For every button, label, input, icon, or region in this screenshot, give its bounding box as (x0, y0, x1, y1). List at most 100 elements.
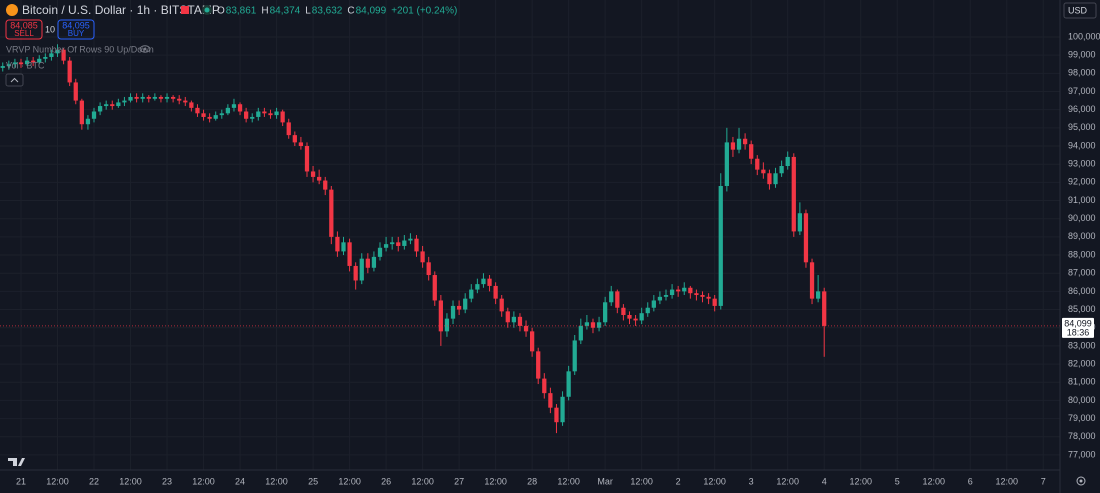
candle-body (548, 393, 553, 408)
candle-body (438, 300, 443, 332)
candle-body (335, 236, 340, 252)
candle-body (256, 111, 261, 117)
candle-body (280, 111, 285, 123)
candle-body (724, 142, 729, 186)
candle-body (505, 311, 510, 323)
y-tick-label: 92,000 (1068, 177, 1096, 187)
candle-body (730, 142, 736, 150)
candle-body (61, 49, 66, 61)
currency[interactable]: USD (1068, 5, 1088, 15)
indicator-volume[interactable]: Vol · BTC (6, 60, 45, 70)
candle-body (627, 315, 632, 319)
ohlc-value: 83,861 (226, 6, 257, 17)
candle-body (530, 331, 535, 352)
y-tick-label: 96,000 (1068, 104, 1096, 114)
settings-icon[interactable] (1076, 476, 1086, 486)
candle-body (444, 318, 450, 332)
candle-body (761, 169, 766, 174)
candle-body (815, 291, 821, 299)
candle-body (18, 62, 24, 65)
candle-body (542, 378, 547, 394)
candle-body (122, 100, 127, 103)
candle-body (663, 295, 669, 297)
y-tick-label: 86,000 (1068, 286, 1096, 296)
symbol-title[interactable]: Bitcoin / U.S. Dollar · 1h · BITSTAMP (22, 3, 220, 17)
candle-body (371, 256, 377, 268)
candle-body (536, 351, 541, 379)
candle-body (456, 305, 462, 310)
eye-icon[interactable] (139, 45, 151, 53)
x-tick-label: 27 (454, 476, 464, 486)
candle-body (511, 316, 517, 323)
candle-body (694, 293, 699, 296)
y-tick-label: 79,000 (1068, 413, 1096, 423)
candle-body (517, 316, 523, 326)
x-tick-label: 12:00 (995, 476, 1018, 486)
candle-body (268, 113, 273, 116)
buy-price[interactable]: 84,095 (62, 20, 90, 30)
x-tick-label: 12:00 (192, 476, 215, 486)
collapse-button[interactable] (5, 73, 24, 87)
status-dot (204, 7, 210, 13)
candle-body (250, 116, 255, 119)
candle-body (603, 302, 608, 323)
candle-body (195, 107, 200, 114)
y-tick-label: 89,000 (1068, 231, 1096, 241)
sell-price[interactable]: 84,085 (10, 20, 38, 30)
settings-dot (1079, 479, 1083, 483)
candle-body (785, 156, 790, 167)
currency-button[interactable] (1063, 2, 1097, 19)
y-tick-label: 95,000 (1068, 122, 1096, 132)
y-tick-label: 77,000 (1068, 449, 1096, 459)
candle-body (31, 60, 36, 63)
logo[interactable] (8, 458, 25, 466)
x-tick-label: 6 (968, 476, 973, 486)
candle-body (402, 240, 407, 246)
candle-body (809, 262, 815, 299)
candle-body (73, 82, 78, 101)
candle-body (140, 96, 145, 99)
candle-body (353, 265, 358, 281)
candle-body (262, 111, 267, 114)
y-tick-label: 94,000 (1068, 140, 1096, 150)
candle-body (767, 173, 772, 185)
x-tick-label: 12:00 (338, 476, 361, 486)
candle-body (615, 291, 620, 308)
candle-body (621, 307, 626, 316)
candle-body (572, 340, 577, 372)
x-tick-label: 7 (1041, 476, 1046, 486)
candle-body (110, 104, 115, 107)
sell-label[interactable]: SELL (14, 29, 34, 38)
candle-body (177, 98, 182, 101)
x-tick-label: 2 (676, 476, 681, 486)
x-tick-label: 12:00 (703, 476, 726, 486)
flag-icon[interactable] (181, 6, 189, 14)
candle-body (304, 146, 310, 172)
candle-body (383, 244, 389, 248)
candle-body (359, 258, 364, 281)
candle-body (231, 104, 237, 108)
candle-body (688, 287, 693, 294)
candle-body (152, 96, 157, 99)
buy-button[interactable] (57, 19, 95, 40)
sell-button[interactable] (5, 19, 43, 40)
candle-body (12, 62, 18, 65)
indicator-vrvp[interactable]: VRVP Number Of Rows 90 Up/Down (6, 44, 154, 54)
candle-body (347, 242, 352, 266)
candle-body (201, 113, 206, 117)
buy-label[interactable]: BUY (68, 29, 85, 38)
candle-body (657, 296, 663, 301)
candle-body (292, 135, 297, 143)
candle-body (97, 106, 103, 112)
x-tick-label: 24 (235, 476, 245, 486)
candle-body (420, 251, 425, 263)
candle-body (37, 58, 42, 63)
y-tick-label: 99,000 (1068, 50, 1096, 60)
candle-body (207, 116, 212, 119)
x-tick-label: 4 (822, 476, 827, 486)
x-tick-label: 28 (527, 476, 537, 486)
candle-body (450, 305, 456, 319)
x-tick-label: 12:00 (922, 476, 945, 486)
x-tick-label: 12:00 (630, 476, 653, 486)
